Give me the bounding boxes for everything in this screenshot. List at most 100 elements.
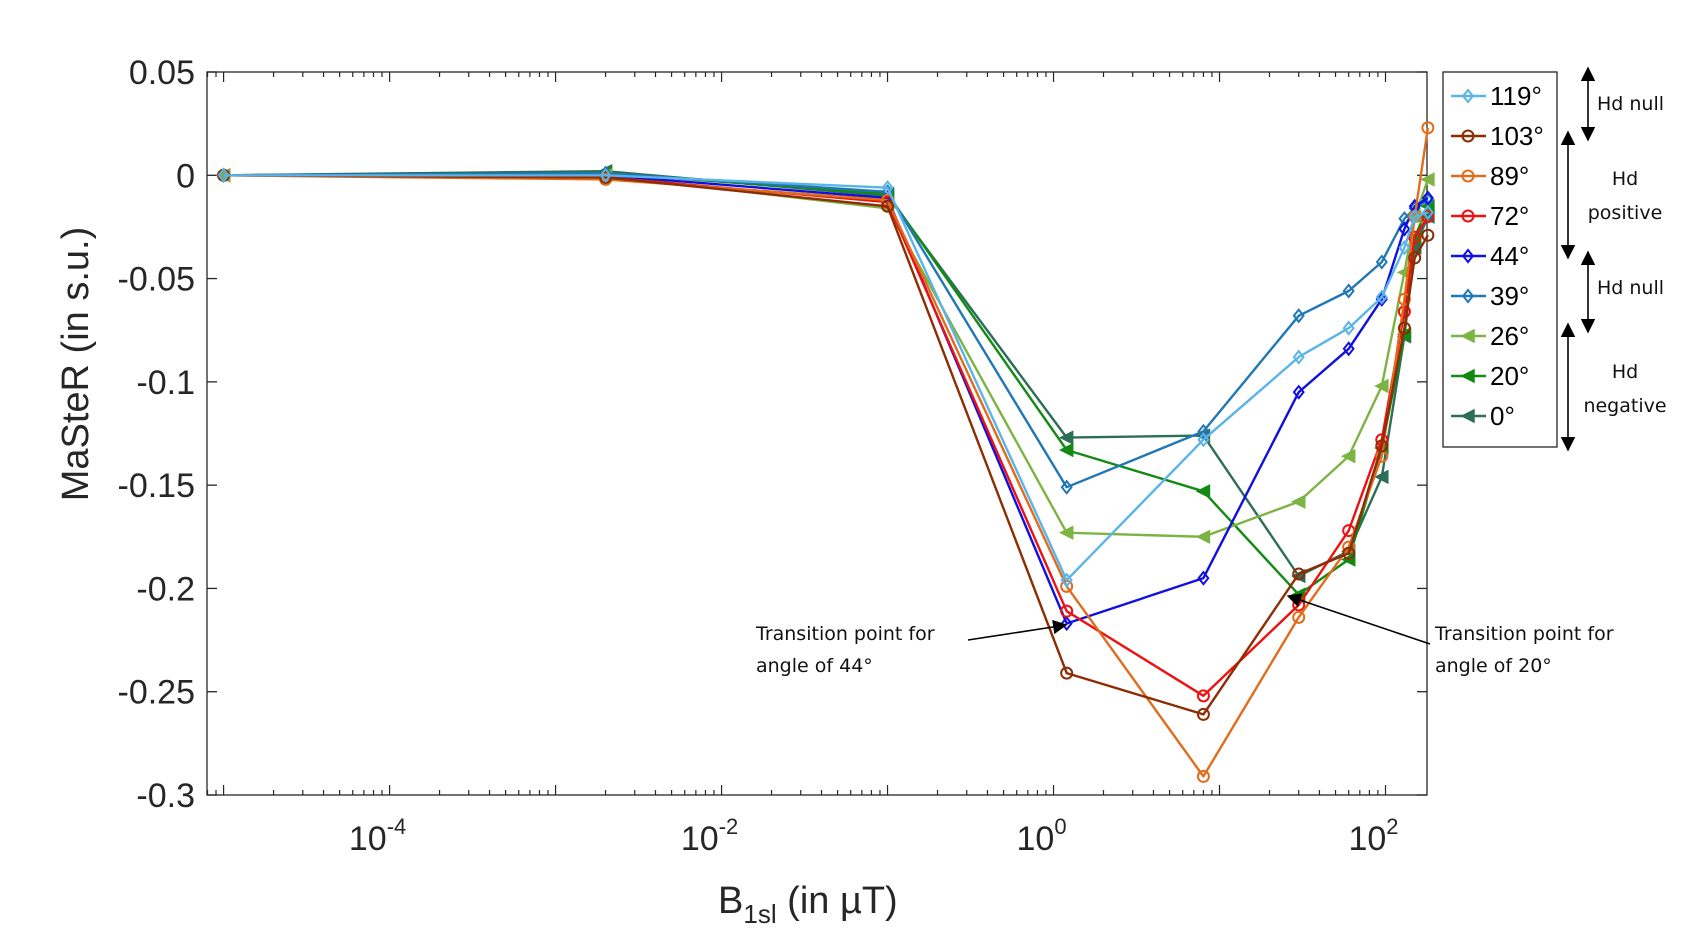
x-axis-title-sub: 1sl bbox=[743, 899, 776, 929]
x-tick-label: 10-2 bbox=[681, 814, 738, 858]
side-labels: Hd null Hd positive Hd null Hd negative bbox=[1560, 66, 1667, 452]
legend-label: 103° bbox=[1490, 121, 1544, 151]
annotation-44-line2: angle of 44° bbox=[756, 655, 873, 677]
series-line bbox=[223, 171, 1429, 489]
data-point bbox=[1292, 567, 1306, 581]
data-point bbox=[1196, 707, 1210, 721]
annotation-44-arrow bbox=[967, 619, 1068, 641]
annotation-20-line2: angle of 20° bbox=[1435, 655, 1552, 677]
data-point bbox=[1421, 228, 1435, 242]
y-tick-label: -0.3 bbox=[136, 777, 195, 815]
data-point bbox=[1060, 479, 1073, 495]
data-point bbox=[1375, 439, 1389, 453]
data-point bbox=[1197, 570, 1210, 586]
data-point bbox=[1420, 172, 1435, 187]
series-103-deg bbox=[217, 168, 1435, 721]
data-point bbox=[1397, 321, 1411, 335]
legend-item-20-deg: 20° bbox=[1451, 361, 1529, 391]
legend-swatch-marker bbox=[1460, 328, 1475, 344]
x-tick-label: 10-4 bbox=[349, 814, 406, 858]
legend-label: 39° bbox=[1490, 281, 1529, 311]
legend-item-103-deg: 103° bbox=[1451, 121, 1544, 151]
data-point bbox=[881, 180, 894, 196]
data-point bbox=[1197, 432, 1210, 448]
series-line bbox=[223, 174, 1429, 625]
legend-swatch-marker bbox=[1461, 129, 1475, 143]
data-point bbox=[599, 167, 612, 183]
data-point bbox=[1398, 221, 1411, 237]
data-point bbox=[1197, 423, 1210, 440]
data-point bbox=[1292, 349, 1305, 365]
hd-negative-label-1: Hd bbox=[1612, 361, 1638, 383]
plot-area bbox=[206, 71, 1428, 796]
legend-item-72-deg: 72° bbox=[1451, 201, 1529, 231]
legend: 119° 103° 89° 72° 44° 39° 26° 20° 0° bbox=[1442, 71, 1558, 448]
data-point bbox=[1060, 666, 1074, 680]
legend-label: 0° bbox=[1490, 401, 1515, 431]
data-point bbox=[1196, 689, 1210, 703]
data-point bbox=[1408, 208, 1421, 225]
hd-null-top-label: Hd null bbox=[1597, 93, 1664, 115]
legend-swatch-marker bbox=[1461, 248, 1475, 264]
data-point bbox=[1342, 283, 1355, 299]
legend-label: 72° bbox=[1490, 201, 1529, 231]
annotation-44: Transition point for angle of 44° bbox=[755, 619, 1068, 677]
legend-swatch-marker bbox=[1461, 288, 1475, 304]
series-layer bbox=[215, 121, 1435, 783]
legend-swatch-marker bbox=[1460, 368, 1475, 384]
data-point bbox=[1292, 384, 1305, 400]
data-point bbox=[1374, 469, 1389, 485]
legend-label: 119° bbox=[1490, 81, 1542, 111]
series-line bbox=[223, 127, 1430, 778]
y-tick-label: 0 bbox=[176, 157, 195, 195]
data-point bbox=[1341, 449, 1356, 464]
legend-label: 26° bbox=[1490, 321, 1529, 351]
x-axis-title: B1sl (in µT) bbox=[718, 880, 898, 929]
data-point bbox=[1408, 251, 1422, 265]
legend-item-0-deg: 0° bbox=[1451, 401, 1515, 431]
annotations: Transition point for angle of 44° Transi… bbox=[755, 593, 1614, 677]
data-point bbox=[1375, 291, 1388, 307]
data-point bbox=[1058, 442, 1074, 458]
data-point bbox=[1195, 484, 1211, 499]
x-tick-label: 102 bbox=[1348, 814, 1398, 858]
x-axis: 10-4 10-2 100 102 bbox=[206, 72, 1399, 858]
legend-item-89-deg: 89° bbox=[1451, 161, 1529, 191]
data-point bbox=[1342, 341, 1355, 357]
series-line bbox=[223, 174, 1429, 716]
legend-swatch-marker bbox=[1461, 169, 1475, 183]
x-axis-title-rest: (in µT) bbox=[777, 880, 898, 922]
data-point bbox=[1421, 121, 1435, 135]
data-point bbox=[1058, 430, 1074, 445]
y-tick-label: -0.1 bbox=[136, 364, 195, 402]
data-point bbox=[1342, 546, 1356, 560]
annotation-20: Transition point for angle of 20° bbox=[1286, 593, 1614, 677]
annotation-20-line1: Transition point for bbox=[1434, 623, 1614, 645]
legend-swatch-marker bbox=[1461, 209, 1475, 223]
data-point bbox=[1421, 210, 1435, 224]
y-tick-label: -0.25 bbox=[118, 674, 196, 712]
y-tick-label: -0.05 bbox=[118, 261, 196, 299]
series-119-deg bbox=[217, 167, 1434, 588]
y-tick-label: -0.2 bbox=[136, 570, 195, 608]
data-point bbox=[1397, 292, 1411, 306]
hd-positive-label-2: positive bbox=[1588, 202, 1663, 224]
annotation-44-line1: Transition point for bbox=[755, 623, 935, 645]
series-line bbox=[223, 174, 1429, 582]
legend-label: 44° bbox=[1490, 241, 1529, 271]
data-point bbox=[1291, 494, 1306, 509]
data-point bbox=[1375, 254, 1388, 270]
legend-item-26-deg: 26° bbox=[1451, 321, 1529, 351]
x-axis-title-main: B bbox=[718, 880, 743, 922]
x-tick-label: 100 bbox=[1016, 814, 1066, 858]
data-point bbox=[1408, 230, 1422, 244]
data-point bbox=[217, 167, 230, 183]
legend-label: 20° bbox=[1490, 361, 1529, 391]
legend-item-44-deg: 44° bbox=[1451, 241, 1529, 271]
data-point bbox=[1292, 308, 1305, 324]
legend-item-39-deg: 39° bbox=[1451, 281, 1529, 311]
y-axis-title: MaSteR (in s.u.) bbox=[55, 227, 97, 502]
y-tick-label: 0.05 bbox=[129, 54, 195, 92]
y-tick-label: -0.15 bbox=[118, 467, 196, 505]
data-point bbox=[1058, 525, 1074, 540]
